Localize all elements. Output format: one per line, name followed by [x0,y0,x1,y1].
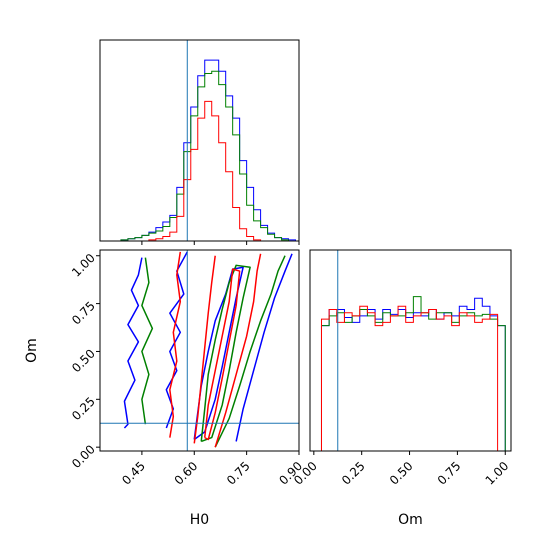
h0-histogram-red [100,100,296,241]
om-histogram-blue [313,297,506,451]
h0-x-axis-label: H0 [190,512,209,528]
joint-frame [99,249,300,452]
om-y-tick-label-2: 0.50 [69,347,98,376]
om-histogram-red [313,305,506,451]
contour-green-5 [200,264,251,443]
contour-green-4 [141,257,154,425]
om-x-tick-label-2: 0.50 [387,459,416,488]
contour-red-9 [203,268,241,441]
contour-red-8 [193,255,216,444]
om-x-tick-label-1: 0.25 [339,459,368,488]
om-y-tick-label-3: 0.75 [69,299,98,328]
om-histogram-green [313,296,506,451]
contour-blue-2 [193,266,244,441]
contour-green-6 [214,255,286,448]
h0-histogram-green [100,70,296,241]
h0-histogram-frame [99,39,300,242]
om-x-tick-label-4: 1.00 [483,459,512,488]
om-x-axis-label: Om [398,512,423,528]
om-y-tick-label-4: 1.00 [69,251,98,280]
contour-red-7 [169,251,182,438]
contour-blue-0 [123,257,143,429]
om-x-tick-label-3: 0.75 [435,459,464,488]
contour-blue-3 [235,253,293,442]
om-y-tick-label-1: 0.25 [69,394,98,423]
om-y-tick-label-0: 0.00 [69,442,98,471]
h0-x-tick-label-2: 0.75 [224,459,253,488]
h0-x-tick-label-1: 0.60 [172,459,201,488]
h0-x-tick-label-0: 0.45 [119,459,148,488]
contour-red-10 [214,253,262,448]
om-y-axis-label: Om [24,338,40,363]
om-histogram-frame [309,249,512,452]
